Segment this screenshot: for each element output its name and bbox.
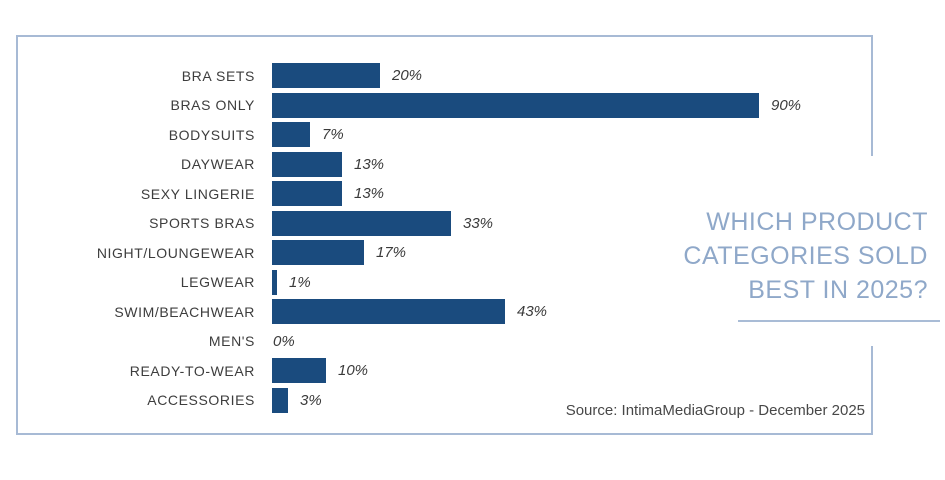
chart-row: READY-TO-WEAR 10% (30, 358, 801, 383)
bar (272, 299, 505, 324)
chart-row: LEGWEAR 1% (30, 269, 801, 295)
category-label: ACCESSORIES (147, 392, 255, 408)
chart-row: ACCESSORIES 3% (30, 387, 801, 413)
category-label: BRAS ONLY (170, 97, 255, 113)
bar (272, 210, 451, 236)
category-label: LEGWEAR (180, 274, 255, 290)
bar (272, 358, 326, 383)
chart-title: WHICH PRODUCT CATEGORIES SOLD BEST IN 2025… (683, 205, 928, 307)
value-label: 0% (273, 332, 295, 350)
chart-title-line: BEST IN 2025? (748, 276, 928, 304)
category-label: SEXY LINGERIE (140, 185, 255, 202)
bar (272, 181, 342, 206)
value-label: 13% (354, 155, 385, 173)
title-underline (738, 320, 940, 322)
chart-row: DAYWEAR 13% (30, 151, 801, 177)
value-label: 13% (354, 185, 385, 202)
bar (272, 122, 310, 147)
bar (272, 387, 288, 413)
chart-title-line: CATEGORIES SOLD (683, 242, 928, 270)
value-label: 17% (376, 244, 407, 261)
value-label: 20% (392, 67, 423, 84)
chart-row: SWIM/BEACHWEAR 43% (30, 299, 801, 324)
bar (272, 240, 364, 265)
value-label: 3% (300, 391, 322, 409)
category-label: SPORTS BRAS (149, 215, 255, 231)
category-label: SWIM/BEACHWEAR (114, 303, 255, 320)
bar-chart: BRA SETS 20% BRAS ONLY 90% BODYSUITS 7% DAYWEA… (30, 63, 801, 417)
chart-row: BRA SETS 20% (30, 63, 801, 88)
bar (272, 269, 277, 295)
frame-border-gap (868, 156, 880, 346)
category-label: BODYSUITS (168, 126, 255, 143)
category-label: NIGHT/LOUNGEWEAR (96, 244, 255, 261)
source-caption: Source: IntimaMediaGroup - December 2025 (565, 402, 865, 419)
value-label: 90% (771, 96, 802, 114)
bar (272, 63, 380, 88)
value-label: 7% (322, 126, 344, 143)
bar (272, 92, 759, 118)
category-label: READY-TO-WEAR (129, 362, 255, 379)
chart-row: SPORTS BRAS 33% (30, 210, 801, 236)
value-label: 10% (338, 362, 369, 379)
category-label: BRA SETS (181, 67, 255, 84)
category-label: DAYWEAR (181, 156, 255, 172)
value-label: 43% (517, 303, 548, 320)
value-label: 33% (463, 214, 494, 232)
bar (272, 151, 342, 177)
chart-row: BODYSUITS 7% (30, 122, 801, 147)
chart-title-line: WHICH PRODUCT (706, 208, 928, 236)
category-label: MEN'S (208, 333, 255, 349)
chart-row: MEN'S 0% (30, 329, 801, 354)
chart-row: SEXY LINGERIE 13% (30, 181, 801, 206)
chart-row: NIGHT/LOUNGEWEAR 17% (30, 240, 801, 265)
chart-row: BRAS ONLY 90% (30, 92, 802, 118)
value-label: 1% (289, 273, 311, 291)
